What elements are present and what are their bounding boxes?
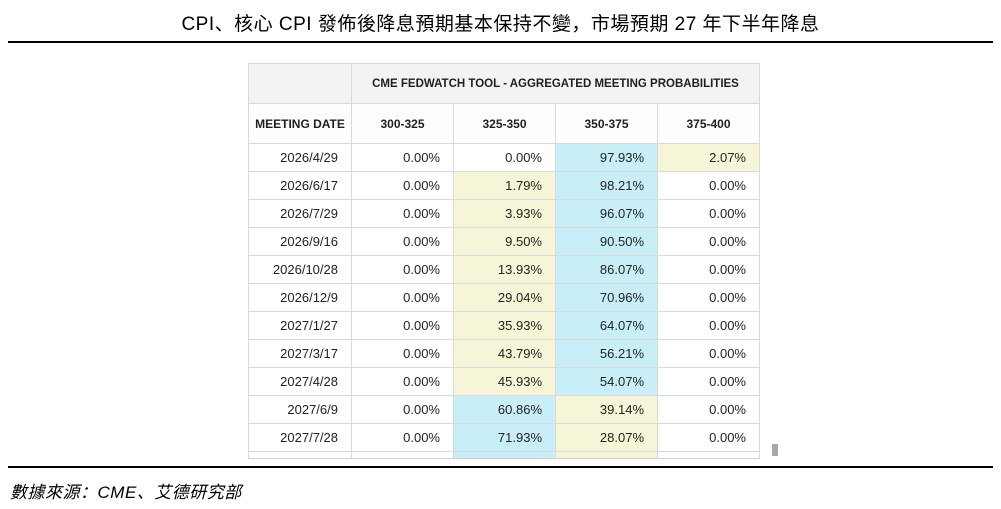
prob-cell: 0.00% xyxy=(657,283,760,312)
clipped-cell xyxy=(351,451,454,459)
prob-cell: 43.79% xyxy=(453,339,556,368)
prob-cell: 45.93% xyxy=(453,367,556,396)
prob-cell: 71.93% xyxy=(453,423,556,452)
prob-cell: 28.07% xyxy=(555,423,658,452)
meeting-date-cell: 2027/7/28 xyxy=(248,423,352,452)
page-title: CPI、核心 CPI 發佈後降息預期基本保持不變，市場預期 27 年下半年降息 xyxy=(181,14,820,35)
prob-cell: 39.14% xyxy=(555,395,658,424)
table-row: 2026/7/29 0.00% 3.93% 96.07% 0.00% xyxy=(248,199,760,228)
prob-cell: 96.07% xyxy=(555,199,658,228)
prob-cell: 0.00% xyxy=(657,367,760,396)
table-row: 2026/12/9 0.00% 29.04% 70.96% 0.00% xyxy=(248,283,760,312)
prob-cell: 9.50% xyxy=(453,227,556,256)
table-row: 2027/3/17 0.00% 43.79% 56.21% 0.00% xyxy=(248,339,760,368)
prob-cell: 0.00% xyxy=(351,199,454,228)
table-row: 2026/10/28 0.00% 13.93% 86.07% 0.00% xyxy=(248,255,760,284)
prob-cell: 0.00% xyxy=(351,367,454,396)
title-underline xyxy=(8,41,993,43)
meeting-date-cell: 2026/9/16 xyxy=(248,227,352,256)
column-header-350-375: 350-375 xyxy=(555,103,658,144)
prob-cell: 0.00% xyxy=(657,227,760,256)
prob-cell: 0.00% xyxy=(351,171,454,200)
source-note: 數據來源：CME、艾德研究部 xyxy=(10,483,242,502)
table-row: 2026/9/16 0.00% 9.50% 90.50% 0.00% xyxy=(248,227,760,256)
prob-cell: 2.07% xyxy=(657,143,760,172)
meeting-date-cell: 2026/6/17 xyxy=(248,171,352,200)
prob-cell: 13.93% xyxy=(453,255,556,284)
prob-cell: 0.00% xyxy=(351,311,454,340)
prob-cell: 64.07% xyxy=(555,311,658,340)
meeting-date-cell: 2026/12/9 xyxy=(248,283,352,312)
prob-cell: 56.21% xyxy=(555,339,658,368)
table-title: CME FEDWATCH TOOL - AGGREGATED MEETING P… xyxy=(351,63,760,104)
meeting-date-cell: 2027/1/27 xyxy=(248,311,352,340)
table-row: 2026/6/17 0.00% 1.79% 98.21% 0.00% xyxy=(248,171,760,200)
prob-cell: 0.00% xyxy=(453,143,556,172)
clipped-cell xyxy=(248,451,352,459)
table-row: 2027/7/28 0.00% 71.93% 28.07% 0.00% xyxy=(248,423,760,452)
column-header-375-400: 375-400 xyxy=(657,103,760,144)
prob-cell: 0.00% xyxy=(351,423,454,452)
prob-cell: 97.93% xyxy=(555,143,658,172)
column-header-325-350: 325-350 xyxy=(453,103,556,144)
prob-cell: 54.07% xyxy=(555,367,658,396)
meeting-date-cell: 2027/4/28 xyxy=(248,367,352,396)
table-row: 2027/1/27 0.00% 35.93% 64.07% 0.00% xyxy=(248,311,760,340)
fedwatch-probabilities-table: CME FEDWATCH TOOL - AGGREGATED MEETING P… xyxy=(248,63,760,459)
table-title-row: CME FEDWATCH TOOL - AGGREGATED MEETING P… xyxy=(248,63,760,104)
prob-cell: 1.79% xyxy=(453,171,556,200)
prob-cell: 0.00% xyxy=(351,339,454,368)
meeting-date-cell: 2027/3/17 xyxy=(248,339,352,368)
meeting-date-cell: 2026/10/28 xyxy=(248,255,352,284)
prob-cell: 60.86% xyxy=(453,395,556,424)
fedwatch-table-container: CME FEDWATCH TOOL - AGGREGATED MEETING P… xyxy=(248,63,760,459)
prob-cell: 0.00% xyxy=(657,171,760,200)
clipped-next-row xyxy=(248,451,760,459)
prob-cell: 0.00% xyxy=(657,255,760,284)
prob-cell: 35.93% xyxy=(453,311,556,340)
footer-rule xyxy=(8,466,993,468)
prob-cell: 0.00% xyxy=(351,227,454,256)
prob-cell: 0.00% xyxy=(351,395,454,424)
prob-cell: 98.21% xyxy=(555,171,658,200)
prob-cell: 0.00% xyxy=(351,143,454,172)
prob-cell: 86.07% xyxy=(555,255,658,284)
prob-cell: 0.00% xyxy=(657,423,760,452)
prob-cell: 0.00% xyxy=(657,339,760,368)
column-header-row: MEETING DATE 300-325 325-350 350-375 375… xyxy=(248,103,760,144)
prob-cell: 0.00% xyxy=(351,255,454,284)
clipped-cell xyxy=(453,451,556,459)
meeting-date-cell: 2026/7/29 xyxy=(248,199,352,228)
meeting-date-cell: 2026/4/29 xyxy=(248,143,352,172)
prob-cell: 90.50% xyxy=(555,227,658,256)
clipped-cell xyxy=(555,451,658,459)
column-header-300-325: 300-325 xyxy=(351,103,454,144)
prob-cell: 29.04% xyxy=(453,283,556,312)
prob-cell: 70.96% xyxy=(555,283,658,312)
prob-cell: 3.93% xyxy=(453,199,556,228)
prob-cell: 0.00% xyxy=(657,199,760,228)
scrollbar-fragment xyxy=(772,444,778,456)
prob-cell: 0.00% xyxy=(657,395,760,424)
table-row: 2026/4/29 0.00% 0.00% 97.93% 2.07% xyxy=(248,143,760,172)
table-row: 2027/4/28 0.00% 45.93% 54.07% 0.00% xyxy=(248,367,760,396)
prob-cell: 0.00% xyxy=(351,283,454,312)
prob-cell: 0.00% xyxy=(657,311,760,340)
corner-cell xyxy=(248,63,352,104)
clipped-cell xyxy=(657,451,760,459)
column-header-meeting-date: MEETING DATE xyxy=(248,103,352,144)
meeting-date-cell: 2027/6/9 xyxy=(248,395,352,424)
table-row: 2027/6/9 0.00% 60.86% 39.14% 0.00% xyxy=(248,395,760,424)
